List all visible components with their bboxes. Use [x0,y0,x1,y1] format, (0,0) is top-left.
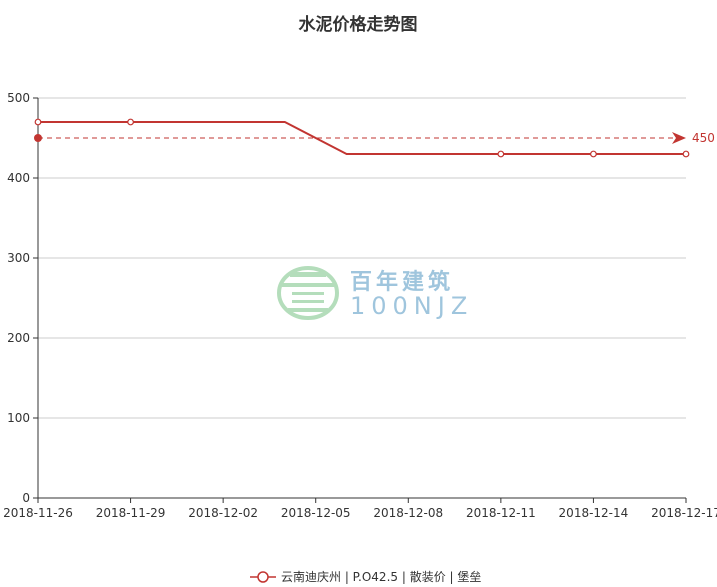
watermark-cn-text: 百年建筑 [350,269,454,295]
x-tick-label: 2018-12-05 [281,506,351,520]
grid-lines [38,97,686,419]
reference-line-label: 450 [692,131,715,145]
x-tick-label: 2018-12-11 [466,506,536,520]
reference-start-marker [34,134,42,142]
axes: 0 100 200 300 400 500 2018-11-26 2018-11-29 2018… [3,91,717,520]
y-tick-label: 0 [22,491,30,505]
x-tick-label: 2018-11-29 [96,506,166,520]
watermark-logo-icon [277,266,339,320]
data-point[interactable] [34,118,42,126]
x-tick-label: 2018-12-14 [559,506,629,520]
reference-arrow-icon [672,132,686,144]
watermark: 百年建筑 100NJZ [277,266,473,320]
y-tick-label: 200 [7,331,30,345]
watermark-en-text: 100NJZ [350,292,473,320]
x-tick-label: 2018-12-08 [373,506,443,520]
x-tick-label: 2018-12-17 [651,506,717,520]
chart-title: 水泥价格走势图 [299,14,418,35]
y-tick-label: 100 [7,411,30,425]
x-tick-label: 2018-12-02 [188,506,258,520]
y-tick-label: 500 [7,91,30,105]
series-group [34,118,690,158]
data-point[interactable] [590,150,597,158]
x-tick-label: 2018-11-26 [3,506,73,520]
legend[interactable]: 云南迪庆州 | P.O42.5 | 散装价 | 堡垒 [250,569,481,584]
y-tick-label: 300 [7,251,30,265]
legend-label: 云南迪庆州 | P.O42.5 | 散装价 | 堡垒 [281,569,481,584]
legend-marker-icon [257,571,269,583]
y-tick-label: 400 [7,171,30,185]
data-point[interactable] [682,150,690,158]
reference-line-group: 450 [34,131,715,145]
data-point[interactable] [497,150,505,158]
data-point[interactable] [127,118,134,126]
